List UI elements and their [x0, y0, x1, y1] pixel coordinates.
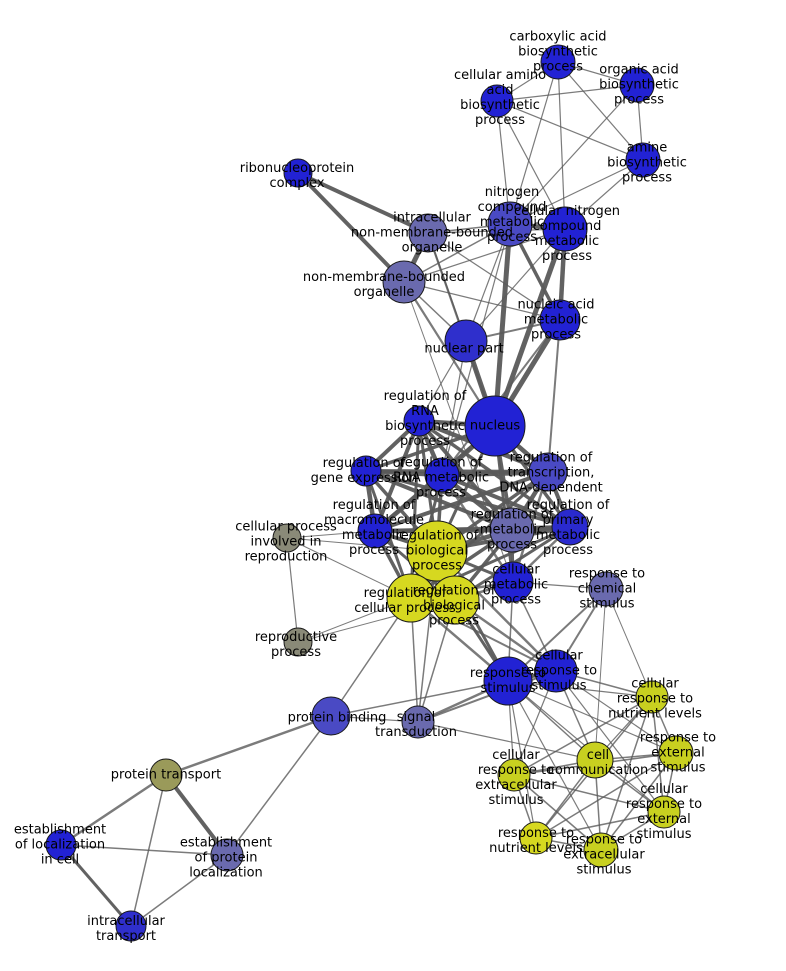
graph-edge — [509, 84, 638, 225]
graph-edge — [557, 61, 566, 230]
graph-node[interactable] — [401, 705, 435, 739]
graph-node[interactable] — [542, 206, 588, 252]
graph-node[interactable] — [483, 656, 533, 706]
graph-node[interactable] — [283, 158, 313, 188]
graph-edge — [496, 84, 638, 102]
graph-edge — [365, 469, 513, 532]
graph-edge — [594, 588, 607, 761]
graph-edge — [513, 774, 602, 851]
graph-node[interactable] — [210, 838, 244, 872]
graph-node[interactable] — [430, 575, 480, 625]
graph-edge — [507, 680, 602, 851]
node-layer — [45, 44, 694, 942]
graph-edge — [557, 61, 644, 161]
graph-edge — [226, 715, 332, 856]
graph-edge — [130, 854, 228, 927]
graph-edge — [605, 588, 653, 698]
graph-node[interactable] — [283, 627, 313, 657]
graph-node[interactable] — [497, 758, 531, 792]
graph-node[interactable] — [149, 758, 183, 792]
graph-edge — [165, 714, 332, 777]
graph-edge — [330, 680, 509, 717]
graph-node[interactable] — [635, 680, 669, 714]
graph-node[interactable] — [583, 832, 619, 868]
graph-node[interactable] — [464, 395, 526, 457]
graph-edge — [417, 721, 596, 761]
graph-node[interactable] — [382, 260, 426, 304]
graph-node[interactable] — [619, 67, 655, 103]
graph-edge — [427, 232, 561, 321]
graph-node[interactable] — [406, 520, 468, 582]
graph-node[interactable] — [408, 213, 448, 253]
graph-node[interactable] — [534, 649, 578, 693]
graph-node[interactable] — [357, 513, 393, 549]
graph-node[interactable] — [424, 457, 460, 493]
graph-edge — [547, 319, 561, 473]
graph-node[interactable] — [272, 523, 302, 553]
graph-edge — [600, 752, 677, 851]
graph-node[interactable] — [551, 508, 589, 546]
graph-edge — [513, 774, 665, 813]
graph-node[interactable] — [588, 571, 624, 607]
graph-node[interactable] — [519, 821, 553, 855]
graph-node[interactable] — [489, 507, 535, 553]
graph-edge — [59, 844, 133, 927]
graph-edge — [496, 100, 644, 161]
graph-edge — [555, 670, 665, 813]
graph-node[interactable] — [492, 561, 534, 603]
graph-edge — [535, 752, 677, 839]
graph-edge — [513, 696, 653, 776]
graph-node[interactable] — [576, 741, 614, 779]
graph-node[interactable] — [386, 573, 436, 623]
graph-edge — [403, 228, 566, 283]
graph-node[interactable] — [658, 735, 694, 771]
graph-edge — [374, 470, 549, 533]
edge-layer — [59, 61, 677, 927]
graph-edge — [496, 100, 566, 230]
graph-node[interactable] — [311, 696, 351, 736]
graph-edge — [492, 223, 513, 427]
graph-node[interactable] — [444, 319, 488, 363]
graph-edge — [417, 670, 557, 723]
graph-edge — [507, 680, 537, 839]
graph-node[interactable] — [539, 299, 581, 341]
graph-edge — [296, 171, 406, 284]
graph-node[interactable] — [480, 84, 514, 118]
graph-edge — [507, 680, 677, 754]
graph-node[interactable] — [528, 452, 568, 492]
graph-edge — [297, 171, 429, 235]
graph-node[interactable] — [403, 405, 435, 437]
graph-node[interactable] — [647, 795, 681, 829]
graph-edge — [286, 537, 299, 643]
graph-edge — [60, 844, 228, 856]
graph-edge — [60, 773, 167, 847]
graph-edge — [465, 228, 566, 342]
graph-node[interactable] — [487, 201, 533, 247]
graph-node[interactable] — [350, 455, 382, 487]
graph-node[interactable] — [625, 142, 661, 178]
graph-edge — [365, 469, 571, 529]
graph-edge — [403, 281, 561, 321]
graph-edge — [600, 696, 653, 851]
graph-edge — [509, 61, 559, 225]
graph-edge — [164, 773, 229, 857]
graph-node[interactable] — [45, 829, 77, 861]
graph-node[interactable] — [540, 44, 576, 80]
graph-edge — [535, 811, 665, 839]
graph-edge — [509, 159, 644, 225]
graph-node[interactable] — [115, 910, 147, 942]
